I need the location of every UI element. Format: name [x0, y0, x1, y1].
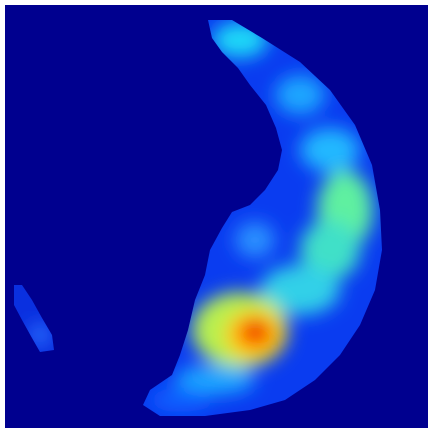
heatmap-image [5, 5, 428, 428]
page [5, 5, 428, 428]
